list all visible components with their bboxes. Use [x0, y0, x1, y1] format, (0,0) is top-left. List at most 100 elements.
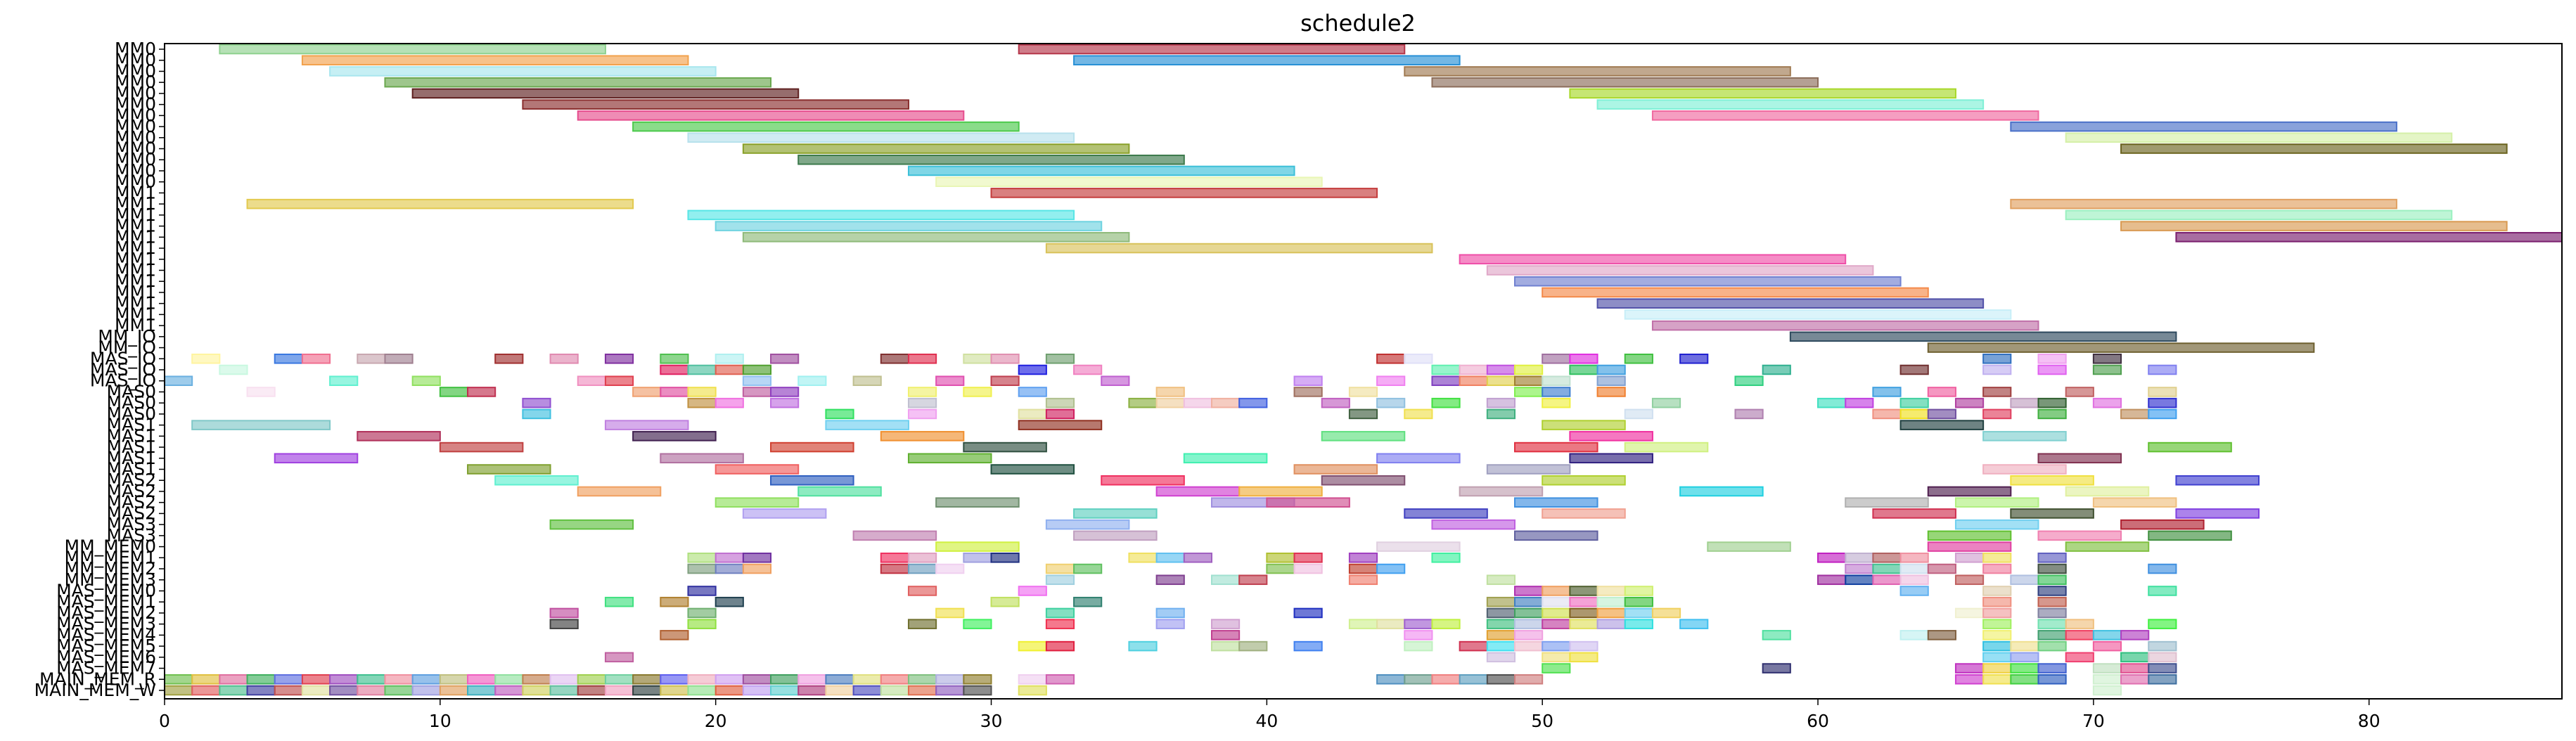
task-bar	[1624, 353, 1653, 364]
task-bar	[1982, 563, 2012, 574]
task-bar	[1845, 563, 1874, 574]
y-tick-label: MM1	[115, 304, 156, 324]
task-bar	[742, 508, 827, 519]
task-bar	[1954, 663, 1985, 674]
plot-frame	[164, 43, 2563, 700]
task-bar	[1293, 640, 1323, 652]
task-bar	[742, 232, 1130, 243]
y-tick-label: MM0	[115, 172, 156, 192]
task-bar	[1927, 541, 2012, 552]
task-bar	[384, 674, 414, 685]
y-tick-label: MAS_MEM2	[56, 603, 156, 623]
y-tick-label: MAS0	[107, 381, 156, 401]
task-bar	[1073, 563, 1103, 574]
task-bar	[1542, 619, 1571, 629]
task-bar	[2148, 387, 2177, 397]
task-bar	[411, 375, 441, 387]
task-bar	[1679, 486, 1764, 497]
task-bar	[1954, 553, 1985, 563]
task-bar	[1514, 674, 1544, 685]
task-bar	[660, 630, 689, 640]
task-bar	[1651, 110, 2039, 121]
task-bar	[1155, 619, 1185, 629]
task-bar	[1982, 674, 2012, 685]
task-bar	[549, 353, 579, 364]
task-bar	[2010, 121, 2397, 132]
y-tick-label: MM0	[115, 160, 156, 181]
x-tick-label: 0	[159, 711, 170, 731]
task-bar	[1376, 375, 1406, 387]
task-bar	[1210, 640, 1241, 652]
task-bar	[907, 165, 1295, 176]
task-bar	[1817, 397, 1847, 408]
y-tick-label: MAS1	[107, 448, 156, 468]
task-bar	[1376, 397, 1406, 408]
task-bar	[1845, 574, 1874, 586]
task-bar	[1569, 431, 1653, 442]
task-bar	[2092, 397, 2122, 408]
task-bar	[2148, 364, 2177, 375]
task-bar	[935, 176, 1323, 187]
task-bar	[1514, 442, 1598, 453]
task-bar	[1183, 553, 1212, 563]
chart-title: schedule2	[1300, 10, 1416, 37]
task-bar	[2037, 607, 2067, 619]
task-bar	[715, 685, 744, 696]
task-bar	[1486, 574, 1516, 586]
task-bar	[246, 674, 276, 685]
task-bar	[2037, 674, 2067, 685]
task-bar	[1982, 640, 2012, 652]
task-bar	[1045, 619, 1075, 629]
y-tick-label: MAS3	[107, 514, 156, 534]
task-bar	[1899, 630, 1929, 640]
task-bar	[1486, 397, 1516, 408]
task-bar	[907, 397, 937, 408]
task-bar	[907, 408, 937, 420]
y-tick-label: MM_IO	[98, 337, 156, 358]
task-bar	[1431, 397, 1461, 408]
task-bar	[604, 596, 634, 607]
task-bar	[1459, 254, 1847, 265]
task-bar	[2037, 453, 2122, 464]
task-bar	[1817, 553, 1847, 563]
task-bar	[1431, 674, 1461, 685]
task-bar	[1018, 685, 1047, 696]
task-bar	[1514, 619, 1544, 629]
task-bar	[770, 442, 854, 453]
task-bar	[1348, 387, 1378, 397]
x-tick-label: 20	[705, 711, 727, 731]
task-bar	[1624, 607, 1653, 619]
task-bar	[1018, 364, 1047, 375]
task-bar	[1954, 497, 2039, 508]
task-bar	[1514, 276, 1902, 287]
task-bar	[301, 674, 331, 685]
task-bar	[1073, 508, 1158, 519]
task-bar	[1954, 674, 1985, 685]
task-bar	[1045, 243, 1433, 254]
task-bar	[907, 685, 937, 696]
task-bar	[2037, 640, 2067, 652]
task-bar	[2092, 674, 2122, 685]
task-bar	[1018, 674, 1047, 685]
task-bar	[770, 387, 800, 397]
task-bar	[164, 674, 193, 685]
task-bar	[963, 685, 992, 696]
task-bar	[2148, 408, 2177, 420]
task-bar	[1210, 619, 1241, 629]
y-tick-label: MAS2	[107, 470, 156, 490]
task-bar	[1982, 353, 2012, 364]
y-tick-label: MM_MEM2	[65, 558, 156, 579]
task-bar	[632, 685, 662, 696]
task-bar	[2120, 408, 2150, 420]
task-bar	[1293, 375, 1323, 387]
task-bar	[1045, 519, 1130, 530]
task-bar	[604, 674, 634, 685]
task-bar	[907, 563, 937, 574]
y-tick-label: MM1	[115, 259, 156, 280]
task-bar	[2120, 221, 2508, 231]
task-bar	[2037, 553, 2067, 563]
task-bar	[577, 110, 965, 121]
task-bar	[2010, 475, 2094, 486]
bars-layer	[164, 44, 2563, 696]
task-bar	[1762, 630, 1791, 640]
